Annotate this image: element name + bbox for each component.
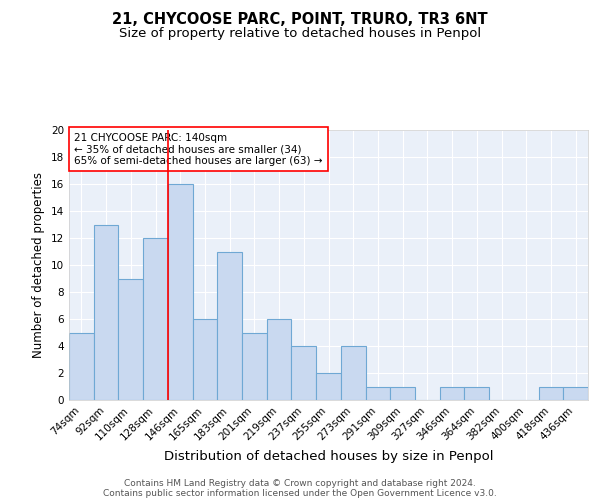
Bar [143,238,168,400]
Bar [365,386,390,400]
Bar [316,373,341,400]
Text: 21 CHYCOOSE PARC: 140sqm
← 35% of detached houses are smaller (34)
65% of semi-d: 21 CHYCOOSE PARC: 140sqm ← 35% of detach… [74,132,323,166]
Bar [464,386,489,400]
Bar [118,278,143,400]
Bar [267,319,292,400]
Bar [390,386,415,400]
Text: Contains HM Land Registry data © Crown copyright and database right 2024.: Contains HM Land Registry data © Crown c… [124,478,476,488]
Text: Contains public sector information licensed under the Open Government Licence v3: Contains public sector information licen… [103,488,497,498]
Bar [69,332,94,400]
Bar [292,346,316,400]
Bar [193,319,217,400]
Bar [94,224,118,400]
Bar [341,346,365,400]
Bar [563,386,588,400]
Bar [242,332,267,400]
Y-axis label: Number of detached properties: Number of detached properties [32,172,46,358]
Bar [168,184,193,400]
Bar [539,386,563,400]
Text: Size of property relative to detached houses in Penpol: Size of property relative to detached ho… [119,28,481,40]
Bar [440,386,464,400]
Text: 21, CHYCOOSE PARC, POINT, TRURO, TR3 6NT: 21, CHYCOOSE PARC, POINT, TRURO, TR3 6NT [112,12,488,28]
X-axis label: Distribution of detached houses by size in Penpol: Distribution of detached houses by size … [164,450,493,463]
Bar [217,252,242,400]
